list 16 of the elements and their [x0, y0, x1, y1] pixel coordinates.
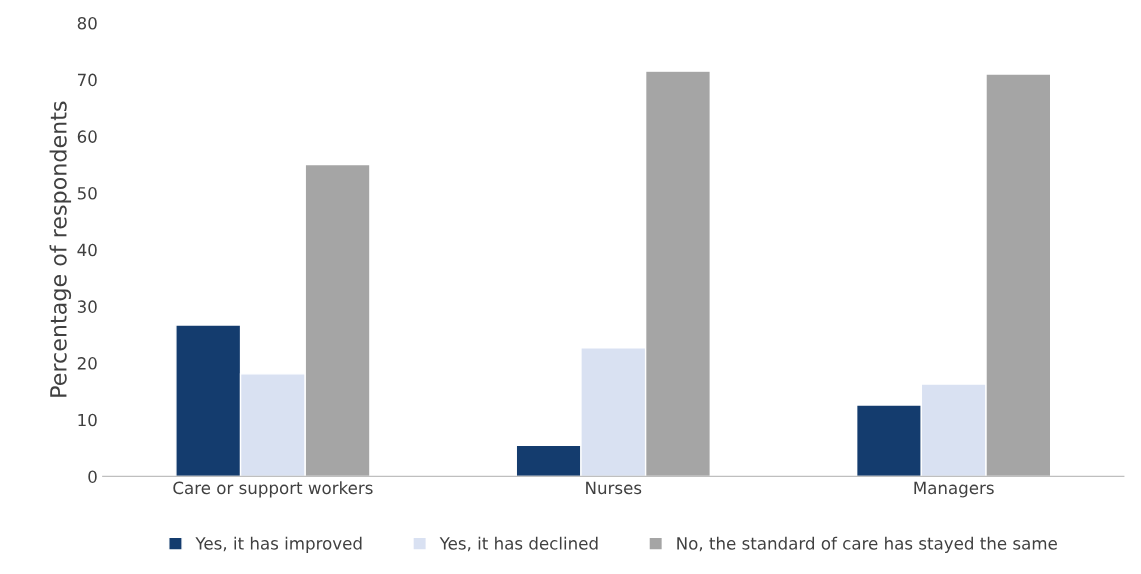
x-tick-label: Nurses: [586, 481, 642, 495]
y-tick-label: 80: [77, 16, 97, 30]
legend-label: No, the standard of care has stayed the same: [677, 536, 1057, 553]
y-tick-label: 40: [77, 243, 97, 257]
y-tick-label: 0: [88, 470, 97, 483]
y-tick-label: 50: [77, 186, 97, 200]
x-tick-label: Care or support workers: [173, 481, 373, 498]
y-tick-label: 70: [77, 73, 97, 87]
y-tick-label: 30: [77, 300, 97, 313]
y-tick-label: 20: [77, 357, 97, 370]
y-tick-label: 60: [77, 130, 97, 143]
legend-label: Yes, it has declined: [439, 536, 598, 552]
y-tick-label: 10: [78, 413, 97, 427]
y-axis-title: Percentage of respondents: [49, 101, 72, 397]
legend-label: Yes, it has improved: [195, 536, 362, 553]
x-tick-label: Managers: [914, 481, 994, 498]
